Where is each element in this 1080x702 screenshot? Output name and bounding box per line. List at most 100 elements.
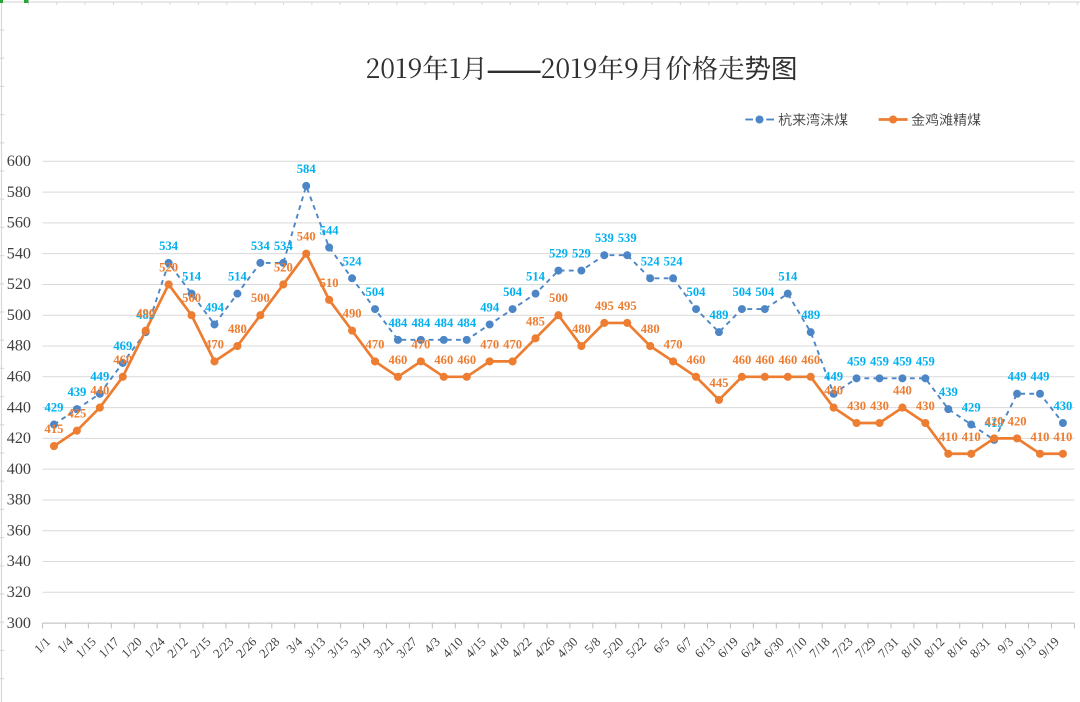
svg-text:470: 470 xyxy=(480,337,499,351)
svg-text:7/10: 7/10 xyxy=(784,635,810,661)
svg-text:480: 480 xyxy=(641,322,660,336)
svg-text:445: 445 xyxy=(710,376,729,390)
svg-text:8/16: 8/16 xyxy=(944,634,970,660)
svg-text:6/7: 6/7 xyxy=(674,634,696,656)
svg-text:3/27: 3/27 xyxy=(394,634,420,660)
svg-text:514: 514 xyxy=(228,270,248,284)
svg-text:539: 539 xyxy=(618,231,637,245)
svg-text:470: 470 xyxy=(411,337,430,351)
svg-text:500: 500 xyxy=(251,291,270,305)
svg-text:459: 459 xyxy=(847,354,866,368)
svg-text:504: 504 xyxy=(503,285,523,299)
svg-text:360: 360 xyxy=(7,521,31,539)
svg-text:459: 459 xyxy=(893,354,912,368)
svg-text:4/3: 4/3 xyxy=(421,635,442,656)
svg-text:4/10: 4/10 xyxy=(440,635,466,661)
svg-text:430: 430 xyxy=(847,399,866,413)
svg-text:524: 524 xyxy=(664,254,684,268)
svg-text:400: 400 xyxy=(7,460,31,478)
svg-text:504: 504 xyxy=(366,285,386,299)
svg-text:494: 494 xyxy=(480,301,500,315)
svg-text:7/31: 7/31 xyxy=(876,635,902,661)
svg-text:485: 485 xyxy=(526,314,545,328)
svg-text:420: 420 xyxy=(7,429,31,447)
svg-text:429: 429 xyxy=(962,401,981,415)
svg-text:500: 500 xyxy=(549,291,568,305)
svg-text:460: 460 xyxy=(457,353,476,367)
svg-text:449: 449 xyxy=(90,370,109,384)
svg-text:469: 469 xyxy=(113,339,132,353)
svg-text:529: 529 xyxy=(572,247,591,261)
svg-text:560: 560 xyxy=(7,214,31,232)
svg-text:460: 460 xyxy=(388,353,407,367)
svg-text:534: 534 xyxy=(159,239,179,253)
svg-text:459: 459 xyxy=(870,354,889,368)
svg-text:460: 460 xyxy=(434,353,453,367)
svg-text:4/26: 4/26 xyxy=(532,634,558,660)
svg-text:440: 440 xyxy=(7,398,31,416)
svg-text:9/3: 9/3 xyxy=(995,635,1016,656)
svg-text:6/5: 6/5 xyxy=(651,635,672,656)
svg-text:300: 300 xyxy=(7,614,31,632)
svg-text:600: 600 xyxy=(7,152,31,170)
svg-text:500: 500 xyxy=(182,291,201,305)
svg-text:8/10: 8/10 xyxy=(898,635,924,661)
svg-text:460: 460 xyxy=(732,353,751,367)
svg-text:540: 540 xyxy=(7,244,31,262)
svg-text:9/13: 9/13 xyxy=(1013,635,1039,661)
svg-text:7/23: 7/23 xyxy=(830,635,856,661)
svg-text:504: 504 xyxy=(732,285,752,299)
svg-text:7/18: 7/18 xyxy=(807,635,833,661)
svg-text:420: 420 xyxy=(985,414,1004,428)
svg-text:480: 480 xyxy=(572,322,591,336)
svg-text:8/31: 8/31 xyxy=(967,635,993,661)
svg-text:4/18: 4/18 xyxy=(486,635,512,661)
svg-text:410: 410 xyxy=(939,430,958,444)
svg-text:500: 500 xyxy=(7,306,31,324)
svg-text:6/19: 6/19 xyxy=(715,635,741,661)
svg-text:1/15: 1/15 xyxy=(73,635,99,661)
svg-text:460: 460 xyxy=(687,353,706,367)
svg-text:504: 504 xyxy=(755,285,775,299)
svg-text:440: 440 xyxy=(824,384,843,398)
svg-text:340: 340 xyxy=(7,552,31,570)
svg-text:490: 490 xyxy=(343,307,362,321)
svg-text:440: 440 xyxy=(90,384,109,398)
svg-text:6/13: 6/13 xyxy=(692,635,718,661)
svg-text:534: 534 xyxy=(251,239,271,253)
svg-text:489: 489 xyxy=(710,308,729,322)
svg-text:3/13: 3/13 xyxy=(302,635,328,661)
svg-text:2/12: 2/12 xyxy=(165,635,191,661)
svg-text:520: 520 xyxy=(274,260,293,274)
svg-text:430: 430 xyxy=(870,399,889,413)
svg-text:495: 495 xyxy=(595,299,614,313)
svg-text:460: 460 xyxy=(755,353,774,367)
svg-text:514: 514 xyxy=(526,270,546,284)
svg-text:420: 420 xyxy=(1008,414,1027,428)
svg-text:580: 580 xyxy=(7,183,31,201)
svg-text:2/26: 2/26 xyxy=(233,634,259,660)
svg-text:520: 520 xyxy=(7,275,31,293)
svg-text:6/30: 6/30 xyxy=(761,635,787,661)
svg-text:470: 470 xyxy=(664,337,683,351)
svg-text:494: 494 xyxy=(205,301,225,315)
svg-text:534: 534 xyxy=(274,239,294,253)
svg-text:460: 460 xyxy=(7,368,31,386)
svg-text:430: 430 xyxy=(916,399,935,413)
svg-text:484: 484 xyxy=(434,316,454,330)
svg-text:459: 459 xyxy=(916,354,935,368)
svg-text:3/4: 3/4 xyxy=(284,634,306,656)
svg-text:320: 320 xyxy=(7,583,31,601)
svg-text:520: 520 xyxy=(159,260,178,274)
svg-text:480: 480 xyxy=(7,337,31,355)
svg-text:7/29: 7/29 xyxy=(853,635,879,661)
svg-text:495: 495 xyxy=(618,299,637,313)
svg-text:440: 440 xyxy=(893,384,912,398)
svg-text:5/22: 5/22 xyxy=(623,635,649,661)
svg-text:9/19: 9/19 xyxy=(1036,635,1062,661)
svg-text:2/28: 2/28 xyxy=(256,635,282,661)
svg-text:6/24: 6/24 xyxy=(738,634,764,660)
svg-text:425: 425 xyxy=(67,407,86,421)
svg-text:380: 380 xyxy=(7,491,31,509)
svg-text:584: 584 xyxy=(297,162,317,176)
